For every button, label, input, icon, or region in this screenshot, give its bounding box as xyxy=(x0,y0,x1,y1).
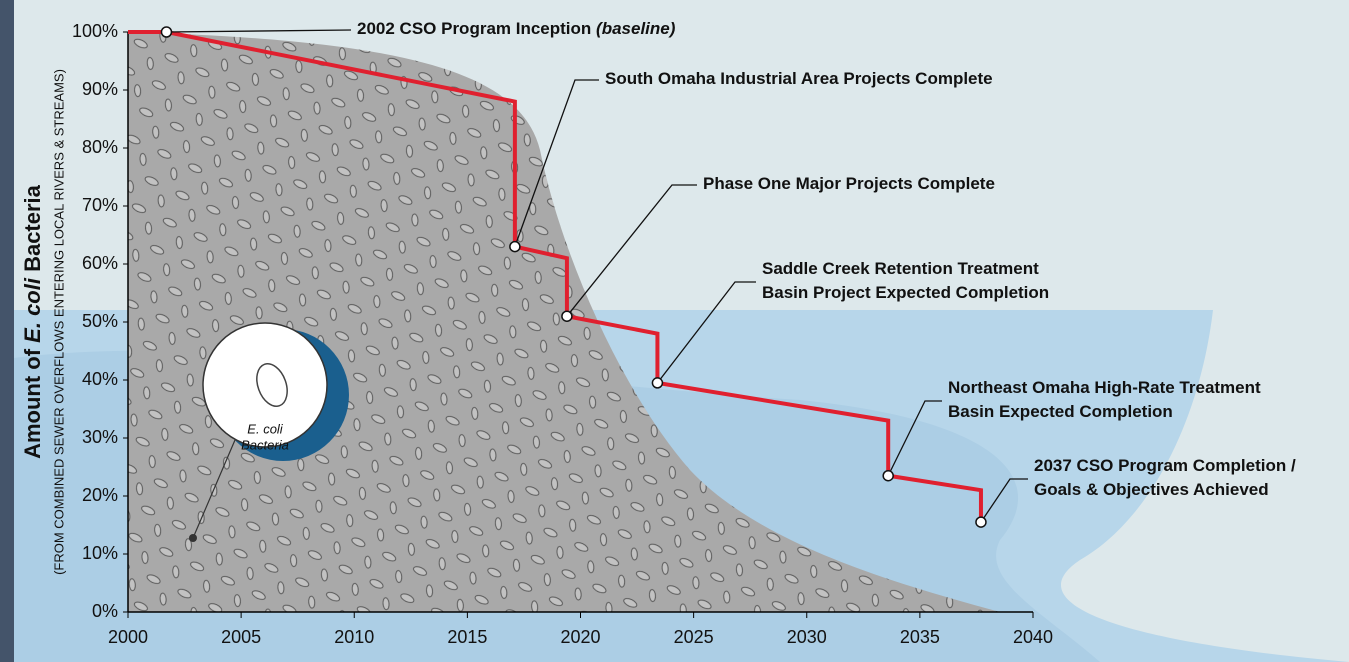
x-tick-label: 2030 xyxy=(787,627,827,647)
milestone-label: Saddle Creek Retention Treatment xyxy=(762,259,1039,278)
reduction-line xyxy=(128,30,983,523)
milestone-marker xyxy=(651,377,664,389)
leader-line xyxy=(656,281,756,384)
y-title-part: E. coli xyxy=(20,277,45,343)
leader-line xyxy=(566,184,697,317)
milestone-label: Goals & Objectives Achieved xyxy=(1034,480,1269,499)
milestone-label-text: Saddle Creek Retention Treatment xyxy=(762,259,1039,278)
inset-bacterium xyxy=(256,363,288,407)
milestone-marker xyxy=(160,26,173,38)
milestone-label: 2037 CSO Program Completion / xyxy=(1034,456,1296,475)
left-strip xyxy=(0,0,14,662)
y-tick-label: 60% xyxy=(82,253,118,273)
x-tick-label: 2015 xyxy=(447,627,487,647)
milestone-label-text: 2002 CSO Program Inception xyxy=(357,19,591,38)
milestone-label: South Omaha Industrial Area Projects Com… xyxy=(605,69,993,88)
leader-line xyxy=(166,29,352,33)
inset-label: Bacteria xyxy=(241,437,289,452)
milestone-marker xyxy=(561,310,573,322)
x-tick-label: 2035 xyxy=(900,627,940,647)
x-tick-label: 2000 xyxy=(108,627,148,647)
y-tick-label: 90% xyxy=(82,79,118,99)
x-tick-label: 2010 xyxy=(334,627,374,647)
milestone-label-text: Phase One Major Projects Complete xyxy=(703,174,995,193)
inset-pointer-dot xyxy=(189,534,197,542)
y-title-part: Bacteria xyxy=(20,184,45,272)
y-tick-label: 40% xyxy=(82,369,118,389)
milestone-label: Basin Expected Completion xyxy=(948,402,1173,421)
y-tick-label: 30% xyxy=(82,427,118,447)
y-axis-title: Amount of E. coli Bacteria xyxy=(20,184,45,459)
milestone-label-text: Northeast Omaha High-Rate Treatment xyxy=(948,378,1261,397)
inset-label: E. coli xyxy=(247,421,284,436)
milestone-label: 2002 CSO Program Inception (baseline) xyxy=(357,19,676,38)
x-tick-label: 2005 xyxy=(221,627,261,647)
milestone-label-text: Goals & Objectives Achieved xyxy=(1034,480,1269,499)
y-tick-label: 80% xyxy=(82,137,118,157)
milestone-label-text: Basin Expected Completion xyxy=(948,402,1173,421)
milestone-marker xyxy=(882,469,894,482)
x-tick-label: 2040 xyxy=(1013,627,1053,647)
y-tick-label: 100% xyxy=(72,21,118,41)
milestone-note: (baseline) xyxy=(596,19,676,38)
y-tick-label: 10% xyxy=(82,543,118,563)
x-tick-label: 2025 xyxy=(674,627,714,647)
inset-pointer xyxy=(192,439,236,539)
bacteria-icons xyxy=(128,32,1000,612)
y-tick-label: 50% xyxy=(82,311,118,331)
milestone-marker xyxy=(509,240,521,253)
milestone-label: Basin Project Expected Completion xyxy=(762,283,1049,302)
milestone-label-text: 2037 CSO Program Completion / xyxy=(1034,456,1296,475)
inset-circle xyxy=(202,322,328,448)
y-title-part: Amount of xyxy=(20,348,45,459)
y-tick-label: 20% xyxy=(82,485,118,505)
milestone-label: Phase One Major Projects Complete xyxy=(703,174,995,193)
y-tick-label: 0% xyxy=(92,601,118,621)
y-tick-label: 70% xyxy=(82,195,118,215)
milestone-label-text: South Omaha Industrial Area Projects Com… xyxy=(605,69,993,88)
leader-line xyxy=(980,478,1028,523)
milestone-label: Northeast Omaha High-Rate Treatment xyxy=(948,378,1261,397)
y-axis-subtitle: (FROM COMBINED SEWER OVERFLOWS ENTERING … xyxy=(51,69,66,575)
milestone-label-text: Basin Project Expected Completion xyxy=(762,283,1049,302)
x-tick-label: 2020 xyxy=(560,627,600,647)
milestone-marker xyxy=(975,516,987,528)
leader-line xyxy=(514,79,599,247)
leader-line xyxy=(887,400,942,476)
